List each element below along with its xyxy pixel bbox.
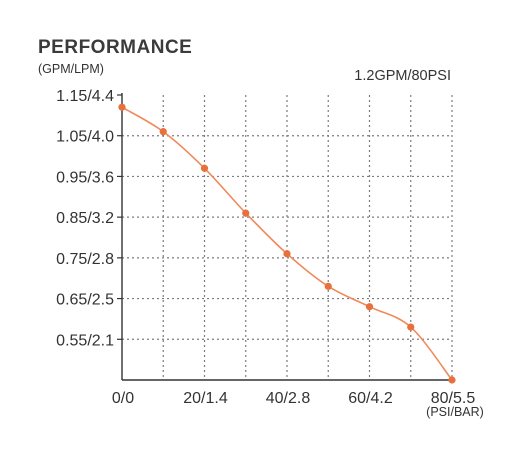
data-point	[118, 103, 126, 111]
y-axis-unit-label: (GPM/LPM)	[38, 62, 104, 76]
data-point	[242, 209, 250, 217]
data-series	[118, 103, 456, 384]
y-tick-label: 0.65/2.5	[56, 292, 114, 309]
data-point	[200, 164, 209, 172]
y-tick-labels: 1.15/4.4 1.05/4.0 0.95/3.6 0.85/3.2 0.75/2.8…	[56, 88, 114, 349]
y-tick-label: 1.15/4.4	[56, 88, 114, 105]
x-tick-label: 40/2.8	[266, 390, 311, 407]
y-tick-label: 1.05/4.0	[56, 129, 114, 146]
rating-annotation: 1.2GPM/80PSI	[354, 68, 451, 84]
x-tick-label: 20/1.4	[183, 390, 228, 407]
y-tick-label: 0.55/2.1	[56, 332, 114, 349]
x-tick-label: 0/0	[112, 390, 134, 407]
y-tick-label: 0.95/3.6	[56, 169, 114, 186]
chart-title: PERFORMANCE	[38, 37, 192, 58]
x-axis-unit-label: (PSI/BAR)	[426, 405, 484, 419]
grid-lines	[122, 95, 453, 380]
x-tick-labels: 0/0 20/1.4 40/2.8 60/4.2 80/5.5	[112, 390, 475, 407]
data-point	[365, 303, 374, 311]
x-tick-label: 80/5.5	[431, 390, 476, 407]
data-point	[448, 376, 456, 384]
data-point	[324, 282, 332, 290]
data-point	[407, 323, 415, 331]
y-tick-label: 0.85/3.2	[56, 210, 114, 227]
data-point	[283, 250, 291, 258]
axes	[117, 93, 454, 381]
data-point	[159, 128, 167, 136]
y-tick-label: 0.75/2.8	[56, 251, 114, 268]
x-tick-label: 60/4.2	[348, 390, 393, 407]
